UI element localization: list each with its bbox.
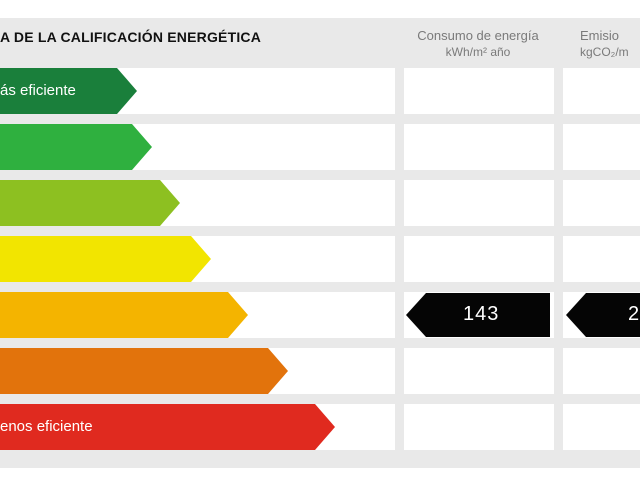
consumo-cell	[404, 404, 554, 450]
consumo-rating-pointer	[406, 293, 550, 337]
class-arrow-label: ás eficiente	[0, 82, 76, 99]
consumo-cell	[404, 68, 554, 114]
class-arrow	[0, 124, 152, 170]
emisiones-rating-value: 2	[628, 303, 640, 325]
class-arrow	[0, 348, 288, 394]
class-arrow	[0, 236, 211, 282]
consumo-rating-value: 143	[463, 303, 500, 325]
emisiones-cell	[563, 348, 640, 394]
consumo-header: Consumo de energía kWh/m² año	[402, 27, 554, 61]
emisiones-cell	[563, 180, 640, 226]
emisiones-cell	[563, 124, 640, 170]
emisiones-cell	[563, 236, 640, 282]
emisiones-header: Emisio kgCO₂/m	[580, 27, 640, 61]
emisiones-rating-pointer	[566, 293, 640, 337]
consumo-cell	[404, 180, 554, 226]
class-arrow	[0, 68, 137, 114]
label-title: A DE LA CALIFICACIÓN ENERGÉTICA	[0, 29, 262, 45]
emisiones-cell	[563, 404, 640, 450]
consumo-cell	[404, 348, 554, 394]
class-arrow	[0, 292, 248, 338]
consumo-header-unit: kWh/m² año	[445, 45, 511, 59]
emisiones-header-title: Emisio	[580, 28, 620, 43]
consumo-cell	[404, 236, 554, 282]
class-arrow-label: enos eficiente	[0, 418, 93, 435]
consumo-header-title: Consumo de energía	[417, 28, 539, 43]
class-arrow	[0, 404, 335, 450]
consumo-cell	[404, 124, 554, 170]
emisiones-cell	[563, 68, 640, 114]
emisiones-header-unit: kgCO₂/m	[580, 45, 629, 59]
class-arrow	[0, 180, 180, 226]
